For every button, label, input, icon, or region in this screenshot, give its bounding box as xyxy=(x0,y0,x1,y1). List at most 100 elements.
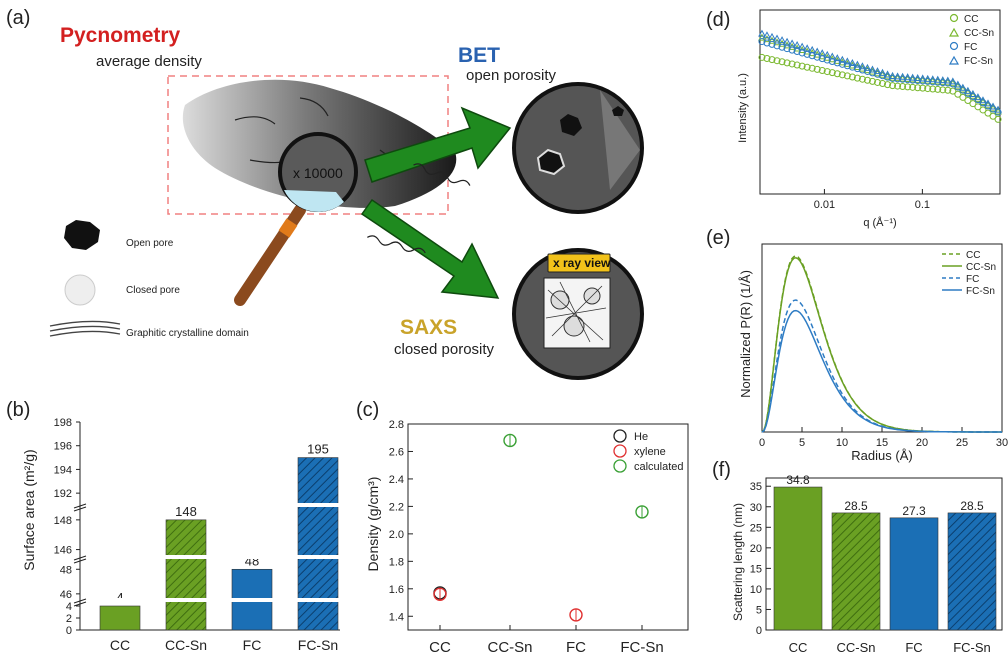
d-point-cc-sn xyxy=(913,75,922,83)
d-point-fc-sn xyxy=(883,70,892,78)
d-point-fc-sn xyxy=(878,68,887,76)
d-point-fc-sn xyxy=(948,77,957,85)
panel-a: (a) Pycnometry average density x 10000 B… xyxy=(6,7,644,380)
b-axis-break-mark xyxy=(73,503,87,509)
d-legend: CC CC-Sn FC FC-Sn xyxy=(948,13,994,67)
d-point-cc-sn xyxy=(768,36,776,44)
b-y-tick-label: 196 xyxy=(54,441,72,453)
d-point-cc xyxy=(848,73,856,81)
legend-open-pore: Open pore xyxy=(126,238,174,249)
d-point-cc-sn xyxy=(788,42,796,50)
d-point-cc xyxy=(783,59,791,67)
d-point-fc-sn xyxy=(969,89,977,97)
d-point-cc xyxy=(858,75,866,83)
open-pore-shape-2 xyxy=(536,148,566,176)
c-point-xylene-fc xyxy=(569,608,583,622)
f-plot-frame xyxy=(765,477,1003,631)
b-axis-break-band xyxy=(96,503,344,507)
d-point-fc xyxy=(773,42,781,50)
d-point-cc-sn xyxy=(969,91,977,99)
f-bar-fc xyxy=(889,517,939,631)
e-line-fc xyxy=(761,299,1002,433)
d-point-fc xyxy=(828,57,836,65)
d-point-fc-sn xyxy=(959,83,967,91)
d-point-cc-sn xyxy=(943,78,952,86)
d-point-cc xyxy=(833,70,841,78)
closed-pore-icon xyxy=(64,274,96,306)
d-point-fc-sn xyxy=(833,54,842,62)
d-point-fc xyxy=(768,40,776,48)
d-point-cc-sn xyxy=(873,69,882,77)
b-axis-break-mark xyxy=(73,558,87,564)
panel-d: (d) Intensity (a.u.) 0.01 0.1 q (Å⁻¹) CC … xyxy=(706,9,1002,229)
xray-view-badge xyxy=(547,253,611,273)
d-point-fc xyxy=(778,43,786,51)
c-legend-marker-calculated xyxy=(613,459,627,473)
d-point-cc-sn xyxy=(783,41,791,49)
b-y-tick-label: 4 xyxy=(66,601,72,613)
d-point-fc-sn xyxy=(783,37,791,45)
c-legend: He xylene calculated xyxy=(613,429,684,473)
f-y-tick-label: 25 xyxy=(750,522,762,534)
d-point-fc-sn xyxy=(793,41,801,49)
f-bar-cc-sn xyxy=(831,512,881,631)
d-point-cc xyxy=(984,109,992,117)
d-point-cc-sn xyxy=(893,74,902,82)
b-bar-fc-sn xyxy=(297,457,339,631)
e-legend: CC CC-Sn FC FC-Sn xyxy=(942,250,996,297)
c-y-tick-label: 2.6 xyxy=(389,446,404,458)
d-point-fc-sn xyxy=(903,73,912,81)
f-value-label: 28.5 xyxy=(960,499,984,513)
d-point-cc-sn xyxy=(908,75,917,83)
e-legend-cc-sn: CC-Sn xyxy=(966,262,996,273)
d-point-cc-sn xyxy=(898,74,907,82)
d-point-cc-sn xyxy=(974,94,982,102)
f-y-tick-label: 10 xyxy=(750,584,762,596)
c-category-label: CC-Sn xyxy=(487,639,532,656)
magnifier-icon: x 10000 xyxy=(234,132,358,306)
d-point-cc xyxy=(909,83,917,91)
e-x-tick-label: 5 xyxy=(799,437,805,449)
d-point-cc xyxy=(889,82,897,90)
c-y-tick-label: 1.6 xyxy=(389,584,404,596)
b-y-tick-label: 48 xyxy=(60,564,72,576)
panel-f: (f) Scattering length (nm) 0 5 10 15 20 25 30 3… xyxy=(712,459,1003,655)
b-y-tick-label: 146 xyxy=(54,545,72,557)
f-content: 0 5 10 15 20 25 30 35 34.8 CC 28.5 CC-Sn 27.3 FC 28.5 F… xyxy=(750,473,997,655)
d-point-cc xyxy=(758,53,766,61)
magnifier-label: x 10000 xyxy=(293,165,343,181)
d-point-cc xyxy=(768,56,776,64)
d-point-cc-sn xyxy=(878,70,887,78)
d-point-cc xyxy=(808,64,816,72)
c-content: 1.4 1.6 1.8 2.0 2.2 2.4 2.6 2.8 CC CC-Sn FC FC-Sn xyxy=(389,419,664,656)
d-point-fc-sn xyxy=(873,67,882,75)
b-category-label: FC xyxy=(243,637,262,653)
d-point-cc xyxy=(929,85,937,93)
d-point-fc xyxy=(793,48,801,56)
b-y-tick-label: 194 xyxy=(54,464,72,476)
d-point-cc-sn xyxy=(758,33,766,41)
d-point-fc-sn xyxy=(813,47,822,55)
d-point-fc-sn xyxy=(853,60,862,68)
c-y-tick-label: 2.4 xyxy=(389,474,404,486)
d-point-cc xyxy=(763,55,771,63)
b-y-label: Surface area (m²/g) xyxy=(21,449,37,570)
d-point-cc-sn xyxy=(933,77,942,85)
bet-subtitle: open porosity xyxy=(466,67,557,84)
f-y-tick-label: 15 xyxy=(750,563,762,575)
d-point-cc xyxy=(914,84,922,92)
d-point-fc-sn xyxy=(979,96,987,104)
d-point-cc xyxy=(798,62,806,70)
d-point-cc xyxy=(954,90,962,98)
d-point-cc-sn xyxy=(989,104,997,112)
open-pore-shape-1 xyxy=(560,114,582,136)
d-point-cc-sn xyxy=(994,107,1002,115)
d-point-cc-sn xyxy=(954,82,962,90)
d-point-cc xyxy=(793,61,801,69)
c-category-label: FC xyxy=(566,639,586,656)
legend-graphitic-domain: Graphitic crystalline domain xyxy=(126,328,249,339)
d-point-cc-sn xyxy=(928,77,937,85)
d-x-label: q (Å⁻¹) xyxy=(863,216,896,229)
saxs-title: SAXS xyxy=(400,316,457,339)
d-point-cc-sn xyxy=(959,85,967,93)
